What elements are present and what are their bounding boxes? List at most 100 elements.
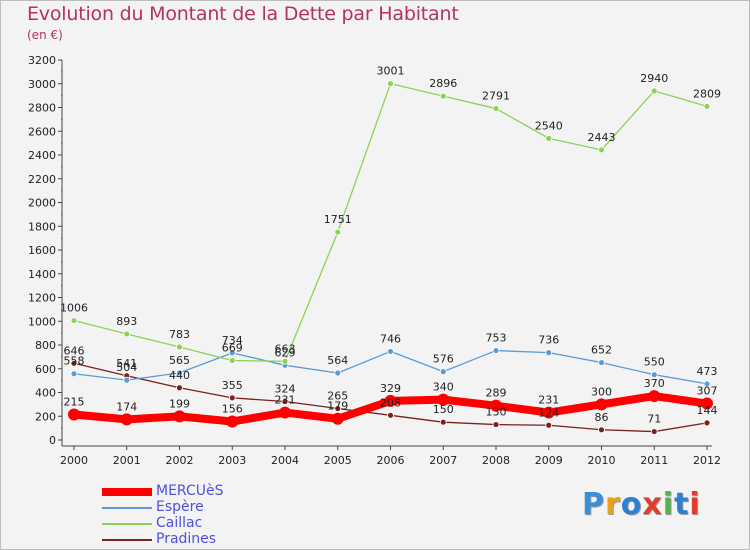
data-point: [123, 330, 131, 338]
data-label: 179: [327, 400, 348, 413]
data-point: [490, 399, 502, 412]
data-point: [648, 390, 661, 403]
y-tick-label: 400: [35, 387, 56, 400]
data-point: [703, 103, 711, 110]
y-tick-label: 0: [49, 434, 56, 447]
legend-swatch: [102, 523, 152, 525]
data-point: [228, 357, 236, 364]
y-tick-label: 3000: [28, 78, 56, 91]
data-point: [598, 426, 605, 434]
data-label: 783: [169, 328, 190, 341]
y-tick-label: 1000: [28, 315, 56, 328]
data-point: [387, 411, 394, 419]
data-point: [598, 146, 605, 154]
data-point: [70, 370, 78, 378]
data-point: [173, 410, 186, 423]
y-tick-label: 1600: [28, 244, 56, 257]
data-label: 736: [538, 334, 559, 347]
data-label: 71: [647, 413, 661, 426]
data-label: 541: [116, 357, 137, 370]
legend-swatch: [102, 488, 152, 496]
data-point: [70, 317, 78, 324]
x-tick-label: 2010: [588, 454, 616, 467]
data-point: [120, 413, 133, 426]
data-label: 355: [222, 379, 243, 392]
data-point: [281, 398, 289, 405]
y-tick-label: 2600: [28, 125, 56, 138]
data-label: 440: [169, 369, 190, 382]
data-label: 734: [222, 334, 243, 347]
data-label: 300: [591, 385, 612, 398]
data-point: [598, 359, 605, 366]
data-label: 150: [433, 403, 454, 416]
data-point: [68, 408, 80, 421]
y-tick-label: 3200: [28, 54, 56, 67]
y-tick-label: 1800: [28, 220, 56, 233]
x-tick-label: 2003: [218, 454, 246, 467]
series-lines: [68, 80, 713, 435]
y-tick-label: 600: [35, 363, 56, 376]
x-tick-label: 2007: [429, 454, 457, 467]
series-caillac: [70, 80, 711, 365]
data-label: 629: [275, 346, 296, 359]
series-line: [73, 82, 708, 362]
y-tick-label: 2000: [28, 197, 56, 210]
y-tick-label: 2400: [28, 149, 56, 162]
data-point: [334, 405, 342, 412]
legend-swatch: [102, 539, 152, 541]
x-tick-label: 2012: [693, 454, 721, 467]
data-point: [334, 369, 342, 377]
data-label: 504: [116, 361, 137, 374]
data-label: 329: [380, 382, 401, 395]
x-tick-label: 2006: [377, 454, 405, 467]
data-label: 2809: [693, 87, 721, 100]
data-point: [545, 421, 553, 429]
data-label: 473: [697, 365, 718, 378]
data-point: [228, 349, 236, 357]
data-label: 746: [380, 332, 401, 345]
series-mercues: [68, 390, 713, 428]
data-point: [492, 105, 500, 112]
y-tick-label: 2200: [28, 173, 56, 186]
data-point: [545, 349, 553, 357]
data-point: [703, 380, 711, 388]
data-point: [439, 92, 447, 100]
data-point: [70, 359, 78, 367]
x-tick-label: 2009: [535, 454, 563, 467]
data-point: [650, 428, 658, 435]
data-label: 174: [116, 400, 137, 413]
x-tick-label: 2005: [324, 454, 352, 467]
x-tick-label: 2001: [113, 454, 141, 467]
data-label: 753: [486, 332, 507, 345]
data-point: [701, 397, 713, 410]
data-point: [439, 368, 447, 376]
data-label: 3001: [377, 65, 405, 78]
proxiti-logo: Proxiti: [582, 487, 701, 522]
series-pradines: [70, 359, 711, 435]
data-point: [281, 357, 289, 365]
data-label: 1006: [60, 302, 88, 315]
data-label: 215: [64, 395, 85, 408]
data-point: [331, 412, 344, 425]
data-label: 289: [486, 387, 507, 400]
y-tick-label: 1200: [28, 292, 56, 305]
chart-title: Evolution du Montant de la Dette par Hab…: [27, 3, 459, 25]
data-point: [492, 421, 500, 428]
data-point: [650, 87, 658, 95]
data-label: 669: [222, 342, 243, 355]
y-tick-label: 2800: [28, 102, 56, 115]
data-point: [228, 394, 236, 402]
data-label: 564: [327, 354, 348, 367]
y-tick-label: 800: [35, 339, 56, 352]
data-label: 340: [433, 381, 454, 394]
data-label: 265: [327, 390, 348, 403]
data-point: [176, 384, 183, 392]
legend-swatch: [102, 507, 152, 509]
data-point: [492, 347, 500, 354]
data-point: [176, 369, 183, 377]
y-tick-label: 200: [35, 410, 56, 423]
data-label: 646: [64, 344, 85, 357]
data-label: 2443: [588, 131, 616, 144]
